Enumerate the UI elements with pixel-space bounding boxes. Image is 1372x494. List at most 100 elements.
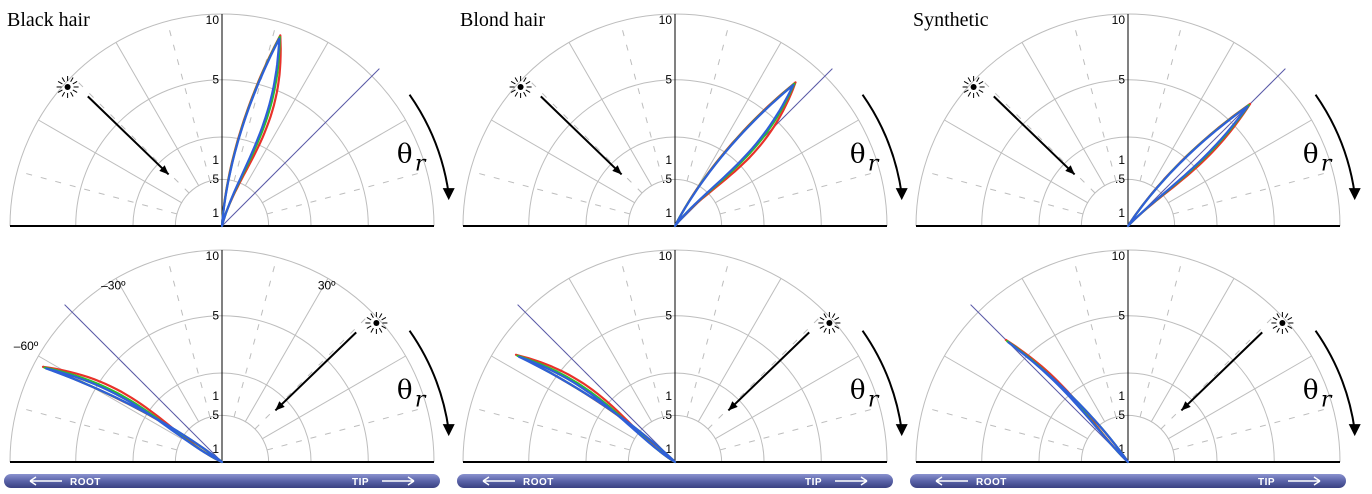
light-ray xyxy=(366,317,372,321)
light-source-icon xyxy=(962,75,985,98)
radial-tick-label: 10 xyxy=(659,249,673,263)
theta-arrowhead xyxy=(442,188,455,201)
right-arrow-icon xyxy=(1288,476,1321,486)
light-ray xyxy=(978,81,984,85)
polar-panel: 10 5 1 .5 1 θ r xyxy=(462,249,908,464)
grid-spoke xyxy=(115,42,200,186)
reflectance-curve xyxy=(45,367,224,464)
grid-spoke xyxy=(715,355,859,440)
tip-label: TIP xyxy=(352,477,369,488)
grid-spoke xyxy=(262,355,406,440)
light-source-icon xyxy=(509,75,532,98)
root-label: ROOT xyxy=(976,477,1007,488)
panel-title: Blond hair xyxy=(460,9,545,31)
light-ray xyxy=(1284,327,1289,333)
light-ray xyxy=(978,89,984,93)
light-ray xyxy=(1287,317,1293,321)
light-ray xyxy=(831,313,836,319)
light-ray xyxy=(514,91,519,97)
grid-spoke xyxy=(1168,119,1312,204)
radial-tick-label: .5 xyxy=(1115,172,1125,186)
grid-spoke-dashed xyxy=(686,21,731,182)
light-ray xyxy=(831,327,836,333)
bar-body xyxy=(457,474,893,488)
grid-spoke-dashed xyxy=(470,170,631,215)
radial-tick-label: 10 xyxy=(1112,249,1126,263)
grid-spoke xyxy=(715,119,859,204)
grid-spoke xyxy=(697,278,782,422)
radial-tick-label: .5 xyxy=(662,408,672,422)
reflectance-curve xyxy=(673,83,795,228)
radial-tick-label: .5 xyxy=(1115,408,1125,422)
grid-spoke-dashed xyxy=(1139,21,1184,182)
specular-direction-line xyxy=(517,304,676,463)
incident-arrow xyxy=(1180,331,1263,412)
theta-subscript: r xyxy=(868,388,880,413)
grid-spoke xyxy=(1168,355,1312,440)
light-ray xyxy=(963,81,969,85)
grid-spoke xyxy=(568,278,653,422)
radial-tick-label: 1 xyxy=(665,389,672,403)
grid-spoke xyxy=(697,42,782,186)
light-ray xyxy=(57,81,63,85)
incident-arrowhead xyxy=(1181,401,1191,411)
incident-arrowhead xyxy=(159,165,169,175)
theta-symbol: θ xyxy=(1303,376,1319,406)
grid-spoke-dashed xyxy=(166,21,211,182)
reflectance-curve xyxy=(1007,341,1130,464)
radial-tick-label: 5 xyxy=(212,308,219,322)
polar-panel: 10 5 1 .5 1 θ r Black hair xyxy=(7,9,455,228)
incident-arrowhead xyxy=(275,401,285,411)
radial-tick-label: 1 xyxy=(212,153,219,167)
light-ray xyxy=(976,77,980,83)
left-arrow-icon xyxy=(935,476,968,486)
light-ray xyxy=(370,313,374,319)
light-source-icon xyxy=(56,75,79,98)
light-ray xyxy=(378,313,383,319)
radial-tick-label: 5 xyxy=(665,72,672,86)
grid-spoke xyxy=(1150,278,1235,422)
theta-subscript: r xyxy=(868,152,880,177)
light-ray xyxy=(525,89,531,93)
theta-subscript: r xyxy=(415,152,427,177)
grid-spoke-dashed xyxy=(719,170,880,215)
radial-tick-label: 5 xyxy=(1118,72,1125,86)
polar-panel: 10 5 1 .5 1 θ r xyxy=(915,249,1361,464)
grid-spoke-dashed xyxy=(470,406,631,451)
theta-arrowhead xyxy=(895,424,908,437)
reflectance-curve xyxy=(1126,105,1249,228)
theta-arc xyxy=(1314,94,1356,195)
light-ray xyxy=(1287,325,1293,329)
light-ray xyxy=(1272,317,1278,321)
light-source-icon xyxy=(1271,311,1294,334)
reflectance-curve xyxy=(514,353,677,464)
tip-label: TIP xyxy=(1258,477,1275,488)
radial-tick-label: 10 xyxy=(206,13,220,27)
radial-tick-label: .5 xyxy=(209,408,219,422)
grid-spoke xyxy=(262,119,406,204)
grid-spoke xyxy=(1021,278,1106,422)
radial-tick-label: 1 xyxy=(665,206,672,220)
theta-arc xyxy=(408,330,450,431)
radial-tick-label: 1 xyxy=(1118,389,1125,403)
radial-tick-label: .5 xyxy=(662,172,672,186)
grid-spoke-dashed xyxy=(233,257,278,418)
reflectance-curve xyxy=(41,365,224,464)
theta-symbol: θ xyxy=(397,376,413,406)
light-ray xyxy=(57,89,63,93)
grid-spoke xyxy=(38,119,182,204)
light-core xyxy=(970,83,977,90)
light-ray xyxy=(523,91,527,97)
light-ray xyxy=(514,77,519,83)
radial-tick-label: 1 xyxy=(665,153,672,167)
light-ray xyxy=(510,81,516,85)
grid-spoke xyxy=(1150,42,1235,186)
tip-label: TIP xyxy=(805,477,822,488)
incident-arrowhead xyxy=(612,165,622,175)
theta-arc xyxy=(408,94,450,195)
theta-arrowhead xyxy=(442,424,455,437)
grid-spoke-dashed xyxy=(686,257,731,418)
grid-spoke-dashed xyxy=(524,75,643,194)
theta-arrowhead xyxy=(895,188,908,201)
